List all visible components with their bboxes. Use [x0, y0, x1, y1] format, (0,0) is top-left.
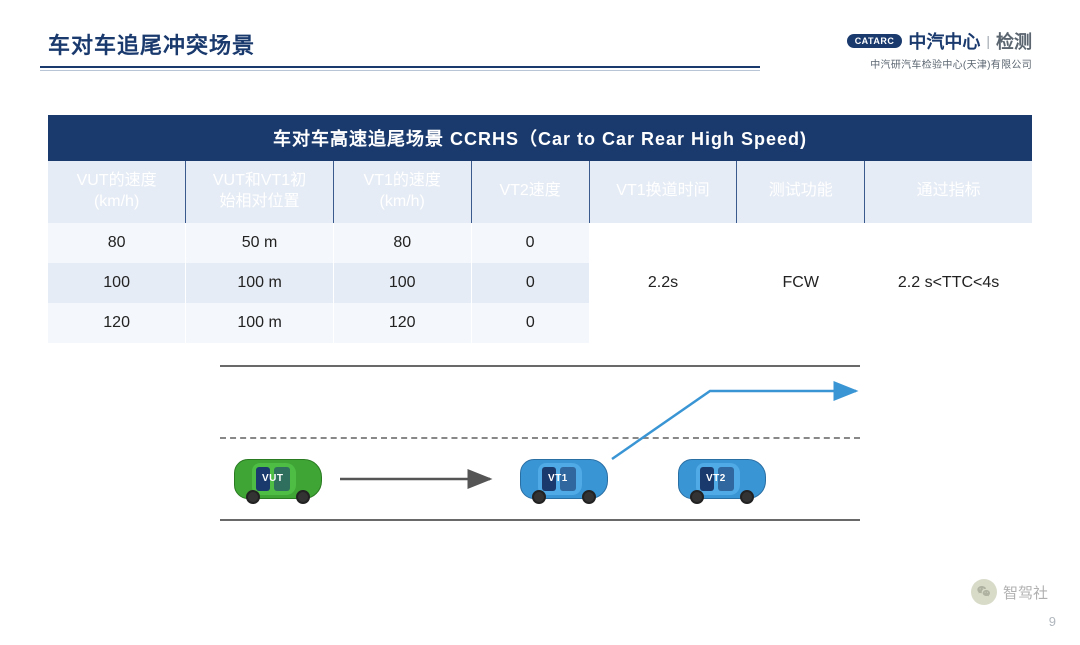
col-2: VT1的速度 (km/h) [333, 161, 471, 223]
col-4: VT1换道时间 [589, 161, 737, 223]
data-table: 车对车高速追尾场景 CCRHS（Car to Car Rear High Spe… [48, 115, 1032, 343]
merged-test-func: FCW [737, 223, 865, 343]
diagram-arrows [220, 361, 860, 531]
title-underline [40, 66, 760, 68]
car-vt1-label: VT1 [548, 473, 568, 484]
car-vut: VUT [234, 459, 322, 499]
table-header-row: VUT的速度 (km/h) VUT和VT1初 始相对位置 VT1的速度 (km/… [48, 161, 1032, 223]
logo-brand2: 检测 [996, 28, 1032, 54]
logo-sep: | [986, 33, 990, 49]
merged-pass: 2.2 s<TTC<4s [865, 223, 1032, 343]
car-vt2: VT2 [678, 459, 766, 499]
watermark: 智驾社 [971, 579, 1048, 605]
page-number: 9 [1049, 614, 1056, 629]
logo-oval: CATARC [847, 34, 903, 48]
vt1-lanechange-arrow [612, 391, 856, 459]
merged-lane-change: 2.2s [589, 223, 737, 343]
col-5: 测试功能 [737, 161, 865, 223]
col-0: VUT的速度 (km/h) [48, 161, 186, 223]
logo-brand1: 中汽中心 [908, 28, 980, 54]
car-vt1: VT1 [520, 459, 608, 499]
car-vut-label: VUT [262, 473, 284, 484]
logo-subtitle: 中汽研汽车检验中心(天津)有限公司 [847, 56, 1032, 71]
table-title: 车对车高速追尾场景 CCRHS（Car to Car Rear High Spe… [48, 115, 1032, 161]
car-vt2-label: VT2 [706, 473, 726, 484]
logo-block: CATARC 中汽中心 | 检测 中汽研汽车检验中心(天津)有限公司 [847, 28, 1032, 71]
table-row: 80 50 m 80 0 2.2s FCW 2.2 s<TTC<4s [48, 223, 1032, 263]
page-title: 车对车追尾冲突场景 [48, 28, 255, 60]
scenario-diagram: VUT VT1 VT2 [220, 361, 860, 531]
col-1: VUT和VT1初 始相对位置 [186, 161, 334, 223]
wechat-icon [971, 579, 997, 605]
watermark-text: 智驾社 [1003, 582, 1048, 603]
col-3: VT2速度 [471, 161, 589, 223]
col-6: 通过指标 [865, 161, 1032, 223]
